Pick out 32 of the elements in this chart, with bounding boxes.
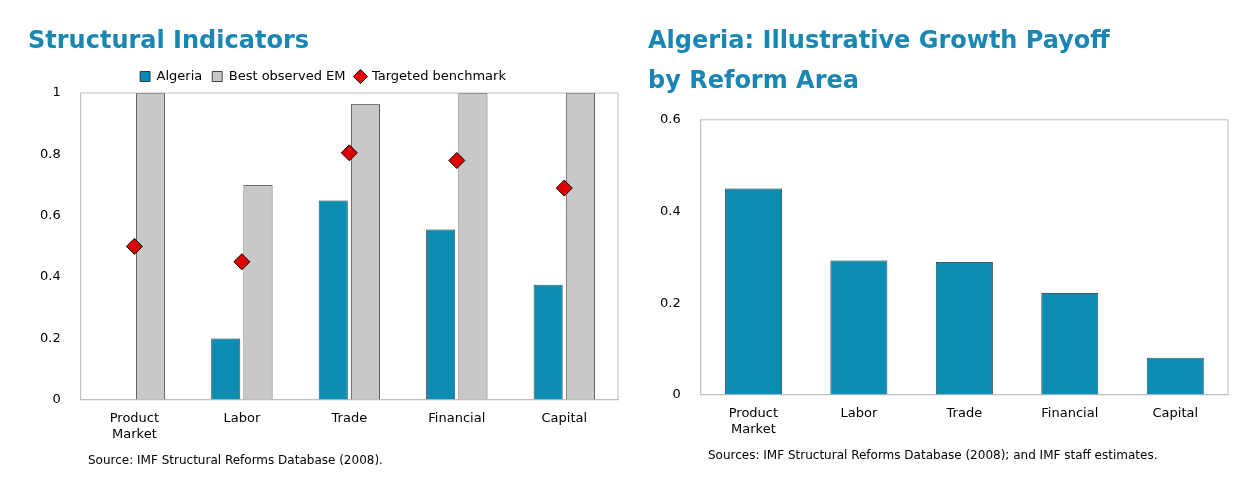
y-tick-label: 0.6 [659, 111, 681, 127]
x-tick-label: Labor [840, 404, 878, 420]
point [340, 144, 358, 162]
point [125, 237, 143, 255]
y-tick-label: 0.6 [39, 207, 61, 223]
x-tick-label: Trade [330, 409, 368, 425]
source-note: Sources: IMF Structural Reforms Database (2008); and IMF staff estimates. [708, 448, 1159, 462]
point [448, 152, 466, 169]
y-tick-label: 0.8 [39, 145, 61, 161]
legend-label: Best observed EM [228, 67, 346, 83]
x-tick-label: Trade [945, 404, 983, 420]
x-tick-label: Financial [1041, 404, 1099, 420]
y-tick-label: 0 [672, 386, 681, 402]
chart-title: Algeria: Illustrative Growth Payoff by Reform Area [648, 25, 1111, 96]
x-tick-label: Capital [541, 409, 588, 425]
x-tick-label: Labor [223, 409, 261, 425]
y-tick-label: 1 [52, 84, 61, 100]
y-tick-label: 0.2 [39, 329, 61, 345]
x-tick-label: Product Market [728, 404, 779, 436]
legend-label: Algeria [156, 67, 203, 83]
point [233, 253, 251, 271]
y-tick-label: 0 [52, 391, 61, 407]
y-tick-label: 0.2 [659, 294, 681, 310]
x-tick-label: Financial [428, 409, 486, 425]
y-tick-label: 0.4 [39, 268, 61, 284]
x-tick-label: Capital [1152, 404, 1199, 420]
x-tick-label: Product Market [109, 409, 160, 441]
y-tick-label: 0.4 [659, 202, 681, 218]
chart-title: Structural Indicators [28, 25, 310, 56]
legend-label: Targeted benchmark [370, 67, 507, 83]
point [555, 179, 573, 197]
source-note: Source: IMF Structural Reforms Database (2008). [88, 453, 384, 467]
